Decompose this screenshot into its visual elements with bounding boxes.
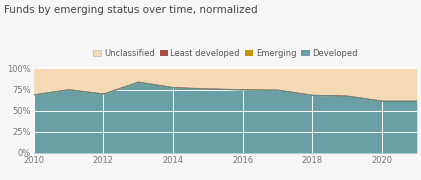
Text: Funds by emerging status over time, normalized: Funds by emerging status over time, norm… xyxy=(4,5,258,15)
Legend: Unclassified, Least developed, Emerging, Developed: Unclassified, Least developed, Emerging,… xyxy=(90,46,361,61)
